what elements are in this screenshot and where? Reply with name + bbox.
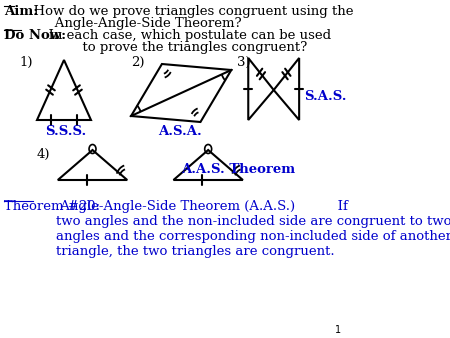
Text: Theorem #20:: Theorem #20:	[4, 200, 100, 213]
Text: Angle-Angle-Side Theorem?: Angle-Angle-Side Theorem?	[25, 17, 241, 30]
Text: S.A.S.: S.A.S.	[305, 90, 347, 103]
Text: to prove the triangles congruent?: to prove the triangles congruent?	[40, 41, 307, 54]
Text: S.S.S.: S.S.S.	[45, 125, 86, 138]
Text: Aim:: Aim:	[4, 5, 38, 18]
Text: 2): 2)	[131, 56, 144, 69]
Text: A.S.A.: A.S.A.	[158, 125, 202, 138]
Text: How do we prove triangles congruent using the: How do we prove triangles congruent usin…	[25, 5, 353, 18]
Text: 4): 4)	[37, 148, 50, 161]
Text: Do Now:: Do Now:	[4, 29, 66, 42]
Text: 3): 3)	[238, 56, 251, 69]
Text: A.A.S. Theorem: A.A.S. Theorem	[181, 163, 295, 176]
Text: In each case, which postulate can be used: In each case, which postulate can be use…	[40, 29, 331, 42]
Text: Angle-Angle-Side Theorem (A.A.S.)          If
two angles and the non-included si: Angle-Angle-Side Theorem (A.A.S.) If two…	[55, 200, 450, 258]
Text: 1: 1	[335, 325, 342, 335]
Text: 1): 1)	[19, 56, 33, 69]
